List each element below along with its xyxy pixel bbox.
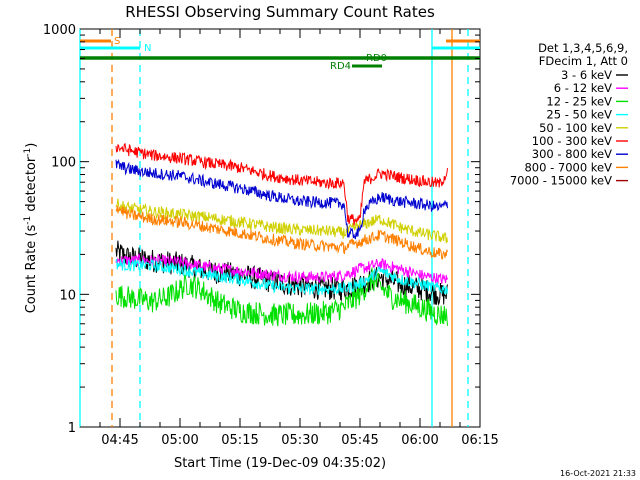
legend-entry: 3 - 6 keV	[561, 68, 612, 82]
legend-header: Det 1,3,4,5,6,9,	[538, 41, 628, 55]
y-axis-label-end: )	[24, 143, 39, 148]
legend-entry: 800 - 7000 keV	[524, 160, 612, 174]
x-axis-label: Start Time (19-Dec-09 04:35:02)	[174, 456, 386, 471]
chart-title: RHESSI Observing Summary Count Rates	[125, 3, 435, 21]
saa-label: S	[114, 36, 120, 47]
x-tick-label: 05:00	[161, 433, 198, 448]
series-line	[115, 142, 448, 226]
y-axis-label-sup2: -1	[23, 148, 33, 157]
legend: Det 1,3,4,5,6,9,FDecim 1, Att 03 - 6 keV…	[510, 41, 628, 188]
y-tick-label: 10	[59, 288, 76, 303]
rd0-label: RD0	[366, 53, 387, 64]
legend-entry: 50 - 100 keV	[539, 121, 612, 135]
series-line	[115, 158, 448, 240]
x-tick-label: 05:45	[341, 433, 378, 448]
x-tick-label: 05:30	[281, 433, 318, 448]
legend-entry: 6 - 12 keV	[554, 81, 612, 95]
observing-state-bars: S N RD0 RD4	[80, 36, 480, 72]
series-line	[115, 267, 448, 327]
legend-entry: 100 - 300 keV	[532, 134, 612, 148]
marker-lines	[79, 29, 469, 427]
y-tick-label: 100	[51, 156, 76, 171]
y-tick-label: 1000	[43, 23, 76, 38]
y-axis-label-main: Count Rate (s	[24, 225, 39, 314]
x-tick-label: 06:00	[401, 433, 438, 448]
y-tick-label: 1	[68, 421, 76, 436]
x-axis: 04:45 05:00 05:15 05:30 05:45 06:00 06:15	[99, 29, 499, 448]
y-axis-label-mid: detector	[24, 156, 39, 216]
y-axis-label-sup1: -1	[23, 216, 33, 225]
rd4-label: RD4	[330, 61, 351, 72]
legend-entry: 7000 - 15000 keV	[510, 174, 612, 188]
series-line	[115, 198, 448, 244]
legend-header: FDecim 1, Att 0	[539, 54, 628, 68]
x-tick-label: 06:15	[461, 433, 498, 448]
series-line	[115, 205, 448, 260]
legend-entry: 12 - 25 keV	[546, 94, 612, 108]
night-label: N	[144, 43, 151, 54]
y-axis: 1 10 100 1000	[43, 23, 480, 436]
footer-date: 16-Oct-2021 21:33	[560, 469, 636, 478]
y-axis-label: Count Rate (s-1 detector-1)	[23, 143, 39, 314]
legend-entry: 300 - 800 keV	[532, 147, 612, 161]
legend-entry: 25 - 50 keV	[546, 108, 612, 122]
x-tick-label: 05:15	[221, 433, 258, 448]
series-lines	[115, 142, 448, 327]
x-tick-label: 04:45	[101, 433, 138, 448]
series-line	[115, 253, 448, 285]
series-line	[115, 258, 448, 296]
